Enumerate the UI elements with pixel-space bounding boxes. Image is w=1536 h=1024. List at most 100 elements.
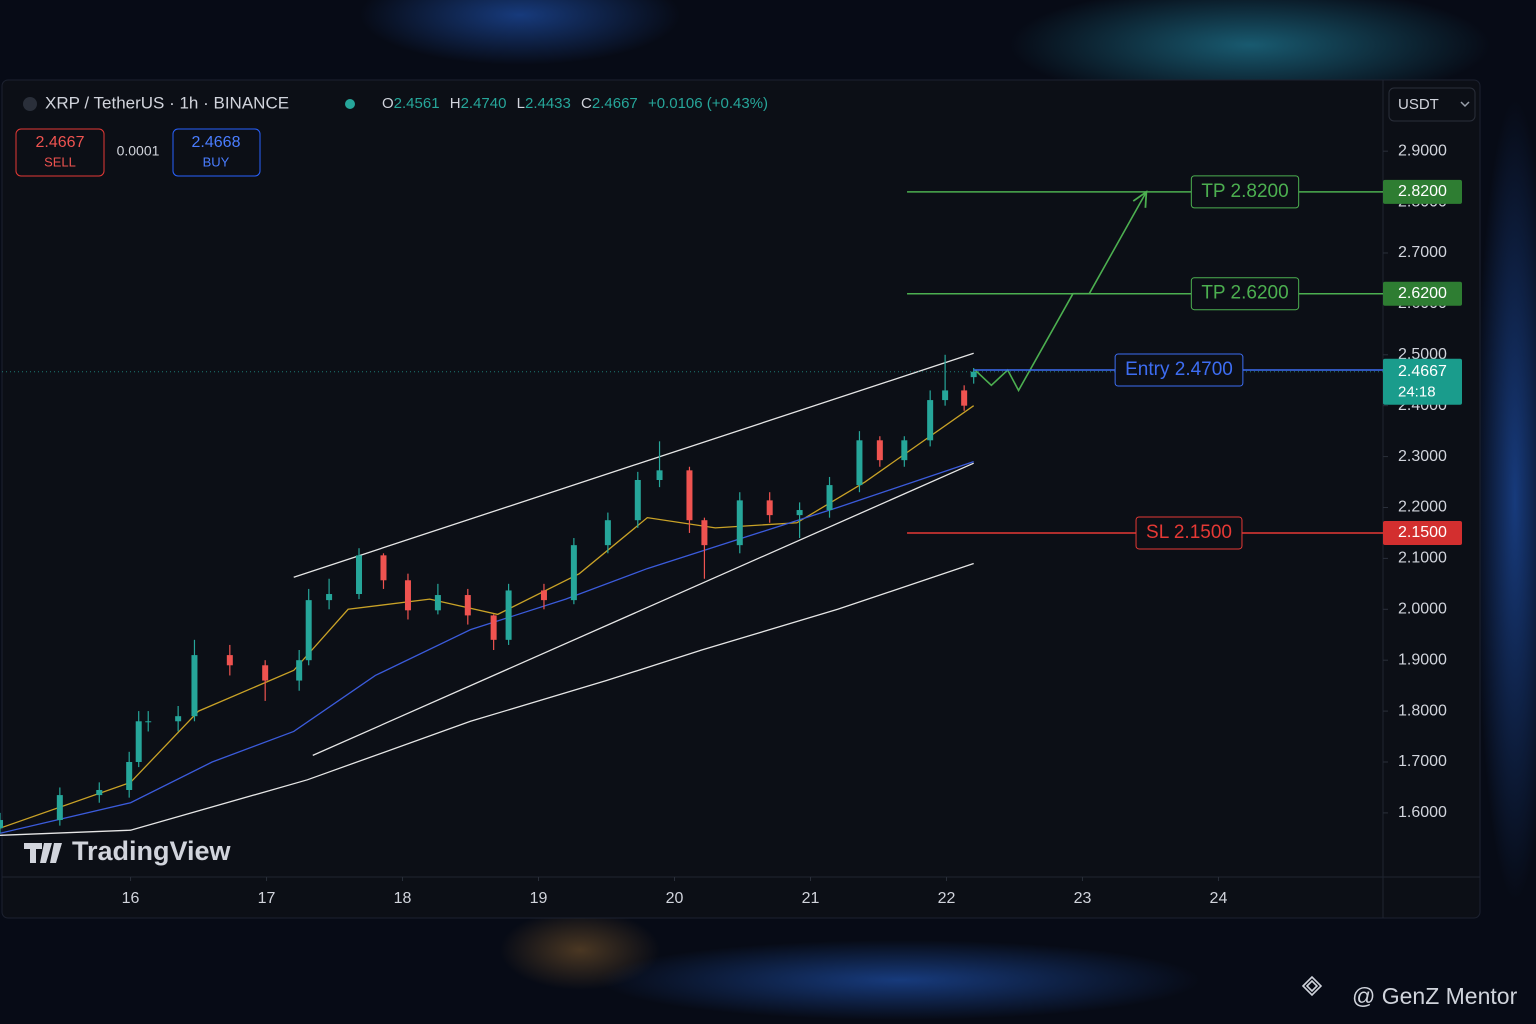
symbol-icon (23, 97, 37, 111)
candle-body (634, 480, 641, 521)
brand-name: TradingView (72, 836, 232, 866)
candle-body (96, 789, 103, 796)
level-label-box (1114, 353, 1244, 387)
y-tick-label: 2.7000 (1398, 244, 1447, 261)
candle-body (942, 390, 949, 401)
candle-body (296, 660, 303, 681)
watermark-icon (1301, 975, 1323, 997)
x-tick-label: 21 (802, 890, 820, 907)
axis-price-tag (1383, 179, 1462, 204)
ohlc-key: O (382, 95, 394, 112)
x-tick-label: 24 (1210, 890, 1228, 907)
buy-label: BUY (203, 154, 230, 169)
current-price-label: 2.4667 (1398, 363, 1447, 380)
axis-price-label: 2.1500 (1398, 524, 1447, 541)
ohlc-key: H (450, 95, 461, 112)
y-tick-label: 1.7000 (1398, 753, 1447, 770)
current-price-tag (1383, 358, 1462, 405)
candle-body (326, 594, 333, 601)
candle-body (404, 580, 411, 611)
candle-body (961, 390, 968, 406)
bg-glow (600, 940, 1200, 1020)
indicator-line (293, 352, 974, 578)
candle-body (126, 761, 133, 790)
level-label: SL 2.1500 (1146, 522, 1232, 543)
candle-body (56, 795, 63, 821)
candle-body (490, 615, 497, 640)
candle-body (766, 500, 773, 516)
axis-price-label: 2.6200 (1398, 285, 1447, 302)
x-tick-label: 18 (394, 890, 412, 907)
indicator-line (0, 405, 975, 829)
y-tick-label: 1.6000 (1398, 804, 1447, 821)
sell-box (15, 128, 105, 177)
candle-body (796, 510, 803, 516)
bg-glow (360, 0, 680, 65)
y-tick-label: 1.9000 (1398, 651, 1447, 668)
candle-body (0, 820, 3, 829)
candle-body (826, 485, 833, 511)
x-tick-label: 17 (258, 890, 276, 907)
sell-price: 2.4667 (36, 134, 85, 151)
buy-price: 2.4668 (192, 134, 241, 151)
candle-body (736, 500, 743, 546)
candle-body (927, 400, 934, 441)
buy-box (172, 128, 261, 177)
axis-price-label: 2.8200 (1398, 183, 1447, 200)
ohlc-key: C (581, 95, 592, 112)
candle-body (135, 721, 142, 762)
candle-body (191, 655, 198, 717)
currency-select[interactable]: USDT (1388, 87, 1476, 122)
x-tick-label: 16 (122, 890, 140, 907)
y-tick-label: 2.9000 (1398, 142, 1447, 159)
candle-body (901, 440, 908, 461)
ohlc-value: 2.4667 (592, 95, 638, 112)
level-label: Entry 2.4700 (1125, 359, 1233, 380)
y-tick-label: 1.8000 (1398, 702, 1447, 719)
candle-body (305, 600, 312, 661)
candle-body (356, 555, 363, 595)
candle-body (505, 590, 512, 640)
candle-body (570, 545, 577, 601)
level-label-box (1135, 516, 1243, 550)
y-tick-label: 2.2000 (1398, 499, 1447, 516)
symbol: XRP / TetherUS · 1h · BINANCE (45, 93, 289, 112)
axis-price-tag (1383, 281, 1462, 306)
candle-body (226, 655, 233, 666)
axis-price-tag (1383, 520, 1462, 545)
ohlc-value: 2.4561 (394, 95, 440, 112)
sell-label: SELL (44, 154, 76, 169)
ohlc-change: +0.0106 (+0.43%) (648, 95, 768, 112)
candle-body (701, 520, 708, 546)
candle-body (856, 440, 863, 486)
candle-body (656, 470, 663, 480)
x-tick-label: 20 (666, 890, 684, 907)
candle-body (604, 520, 611, 546)
level-label: TP 2.6200 (1201, 283, 1288, 304)
indicator-line (312, 462, 974, 756)
currency-box (1388, 87, 1476, 122)
candle-body (380, 555, 387, 581)
y-tick-label: 2.0000 (1398, 601, 1447, 618)
candle-body (876, 440, 883, 461)
x-tick-label: 22 (938, 890, 956, 907)
indicator-line (0, 461, 974, 834)
candle-body (464, 595, 471, 616)
buy-button[interactable]: 2.4668 BUY (172, 128, 261, 177)
countdown: 24:18 (1398, 384, 1436, 401)
candle-body (970, 371, 977, 378)
candle-body (145, 721, 152, 723)
candle-body (262, 665, 269, 681)
spread: 0.0001 (117, 143, 160, 159)
y-tick-label: 2.1000 (1398, 550, 1447, 567)
candle-body (686, 470, 693, 521)
sell-button[interactable]: 2.4667 SELL (15, 128, 105, 177)
level-label: TP 2.8200 (1201, 181, 1288, 202)
indicator-line (0, 562, 974, 836)
currency: USDT (1398, 96, 1439, 113)
watermark: @ GenZ Mentor (1352, 983, 1518, 1009)
status-dot (345, 99, 355, 109)
bg-glow (1010, 0, 1490, 105)
